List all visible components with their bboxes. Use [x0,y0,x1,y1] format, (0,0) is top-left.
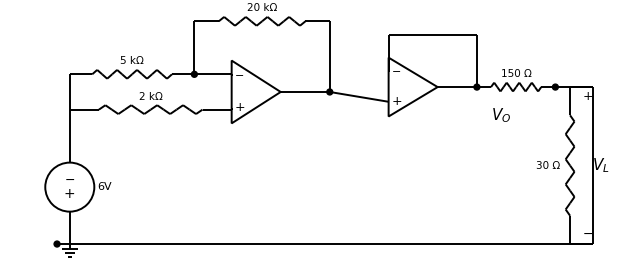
Text: −: − [235,71,244,81]
Text: −: − [392,67,401,77]
Text: 5 kΩ: 5 kΩ [120,57,144,66]
Text: −: − [65,174,75,187]
Text: +: + [64,187,76,201]
Text: 30 Ω: 30 Ω [536,160,560,171]
Text: 6V: 6V [97,182,112,192]
Text: +: + [391,95,402,108]
Text: +: + [582,91,593,103]
Text: 150 Ω: 150 Ω [501,69,531,79]
Text: +: + [234,101,245,114]
Circle shape [54,241,60,247]
Text: −: − [582,228,593,241]
Text: 20 kΩ: 20 kΩ [247,3,277,14]
Circle shape [327,89,333,95]
Text: $V_L$: $V_L$ [592,156,610,175]
Circle shape [474,84,480,90]
Text: 2 kΩ: 2 kΩ [139,92,163,102]
Circle shape [191,71,197,77]
Text: $V_O$: $V_O$ [491,107,512,125]
Circle shape [552,84,558,90]
